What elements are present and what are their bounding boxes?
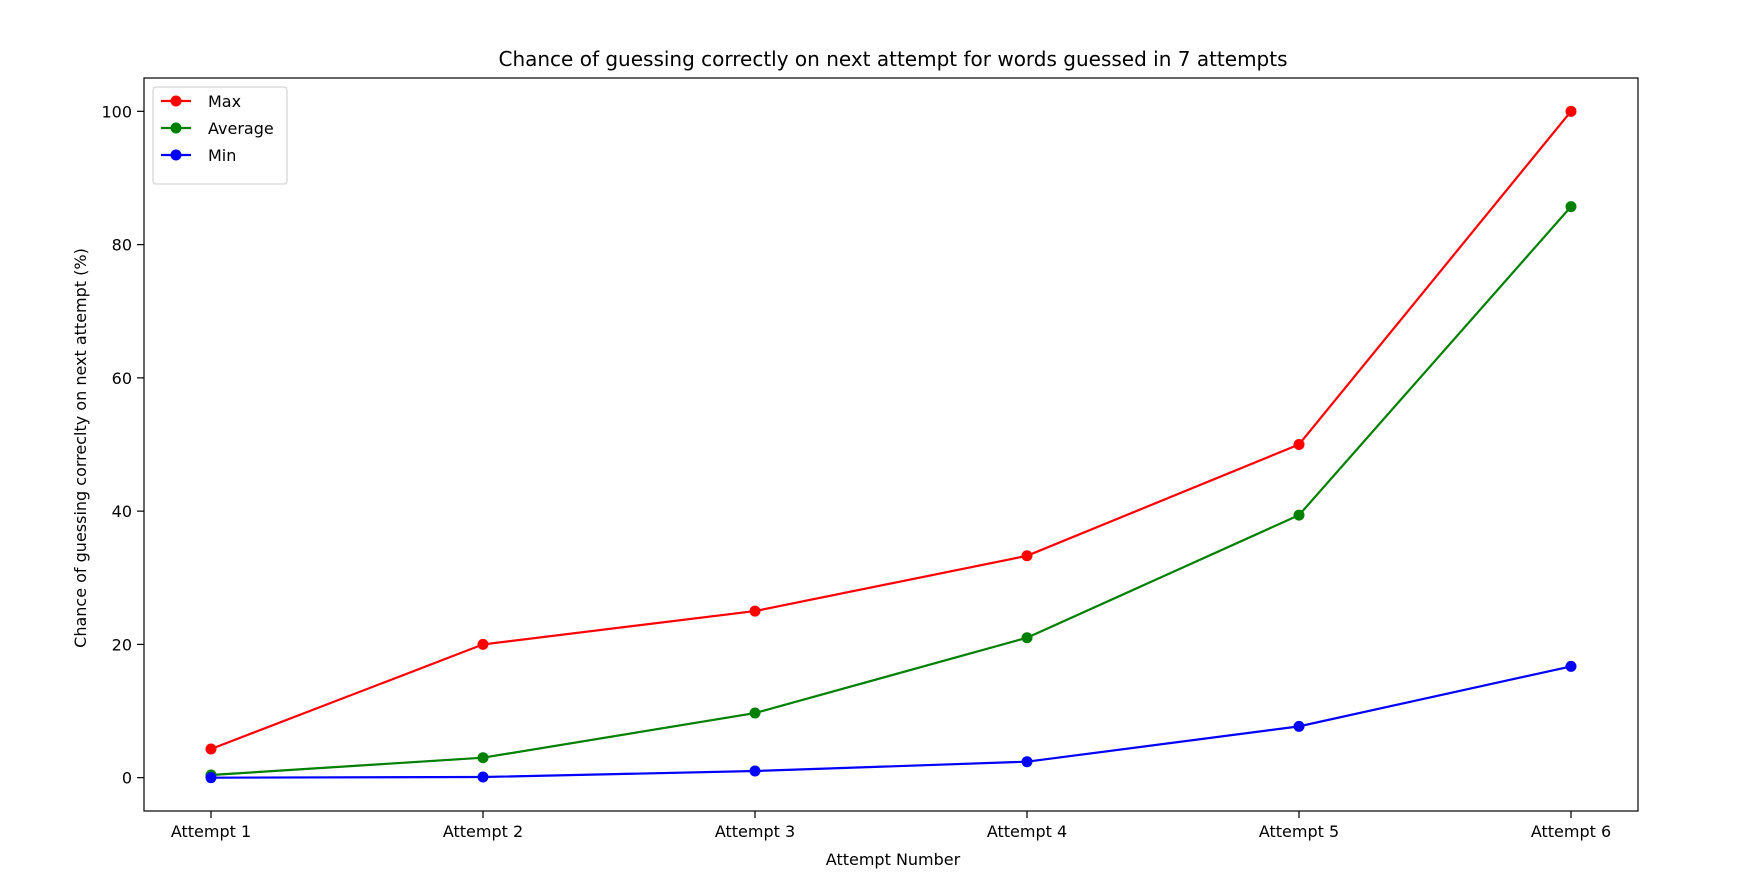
y-tick-label: 60 <box>112 369 132 388</box>
data-point-max <box>749 605 761 617</box>
y-tick-label: 20 <box>112 635 132 654</box>
series-layer <box>205 105 1577 784</box>
data-point-average <box>1021 632 1033 644</box>
legend-label: Min <box>208 146 236 165</box>
x-tick-label: Attempt 2 <box>443 822 523 841</box>
x-axis-label: Attempt Number <box>826 850 961 869</box>
legend-marker <box>170 149 182 161</box>
legend: Max Average Min <box>152 86 288 185</box>
data-point-min <box>1021 756 1033 768</box>
data-point-average <box>477 752 489 764</box>
series-line-average <box>210 205 1572 777</box>
data-point-average <box>1565 201 1577 213</box>
data-point-max <box>205 743 217 755</box>
plot-frame <box>143 77 1639 812</box>
y-tick-label: 0 <box>122 769 132 788</box>
data-point-min <box>749 765 761 777</box>
data-point-max <box>1293 439 1305 450</box>
series-max <box>205 105 1577 755</box>
x-tick-label: Attempt 6 <box>1531 822 1611 841</box>
legend-label: Average <box>208 119 274 138</box>
data-point-min <box>1293 720 1305 732</box>
data-point-min <box>1565 660 1577 672</box>
chart-title: Chance of guessing correctly on next att… <box>498 47 1287 71</box>
x-axis-ticks: Attempt 1 Attempt 2 Attempt 3 Attempt 4 Atte… <box>171 811 1611 841</box>
x-tick-label: Attempt 5 <box>1259 822 1339 841</box>
data-point-max <box>1021 550 1033 562</box>
data-point-min <box>205 772 217 784</box>
legend-label: Max <box>208 92 241 111</box>
y-tick-label: 40 <box>112 502 132 521</box>
series-line-max <box>210 110 1572 751</box>
y-axis-label: Chance of guessing correclty on next att… <box>71 248 90 648</box>
y-tick-label: 80 <box>112 236 132 255</box>
legend-item-average: Average <box>161 119 274 138</box>
series-line-min <box>210 665 1572 779</box>
data-point-max <box>1565 105 1577 117</box>
legend-item-max: Max <box>161 92 241 111</box>
x-tick-label: Attempt 1 <box>171 822 251 841</box>
legend-item-min: Min <box>161 146 236 165</box>
y-tick-label: 100 <box>101 102 132 121</box>
legend-marker <box>170 122 182 134</box>
legend-marker <box>170 95 182 107</box>
y-axis-ticks: 0 20 40 60 80 100 <box>101 102 144 788</box>
data-point-average <box>749 707 761 719</box>
x-tick-label: Attempt 4 <box>987 822 1067 841</box>
data-point-average <box>1293 509 1305 521</box>
data-point-max <box>477 638 489 650</box>
x-tick-label: Attempt 3 <box>715 822 795 841</box>
legend-box <box>152 86 288 185</box>
series-min <box>205 660 1577 784</box>
data-point-min <box>477 771 489 783</box>
